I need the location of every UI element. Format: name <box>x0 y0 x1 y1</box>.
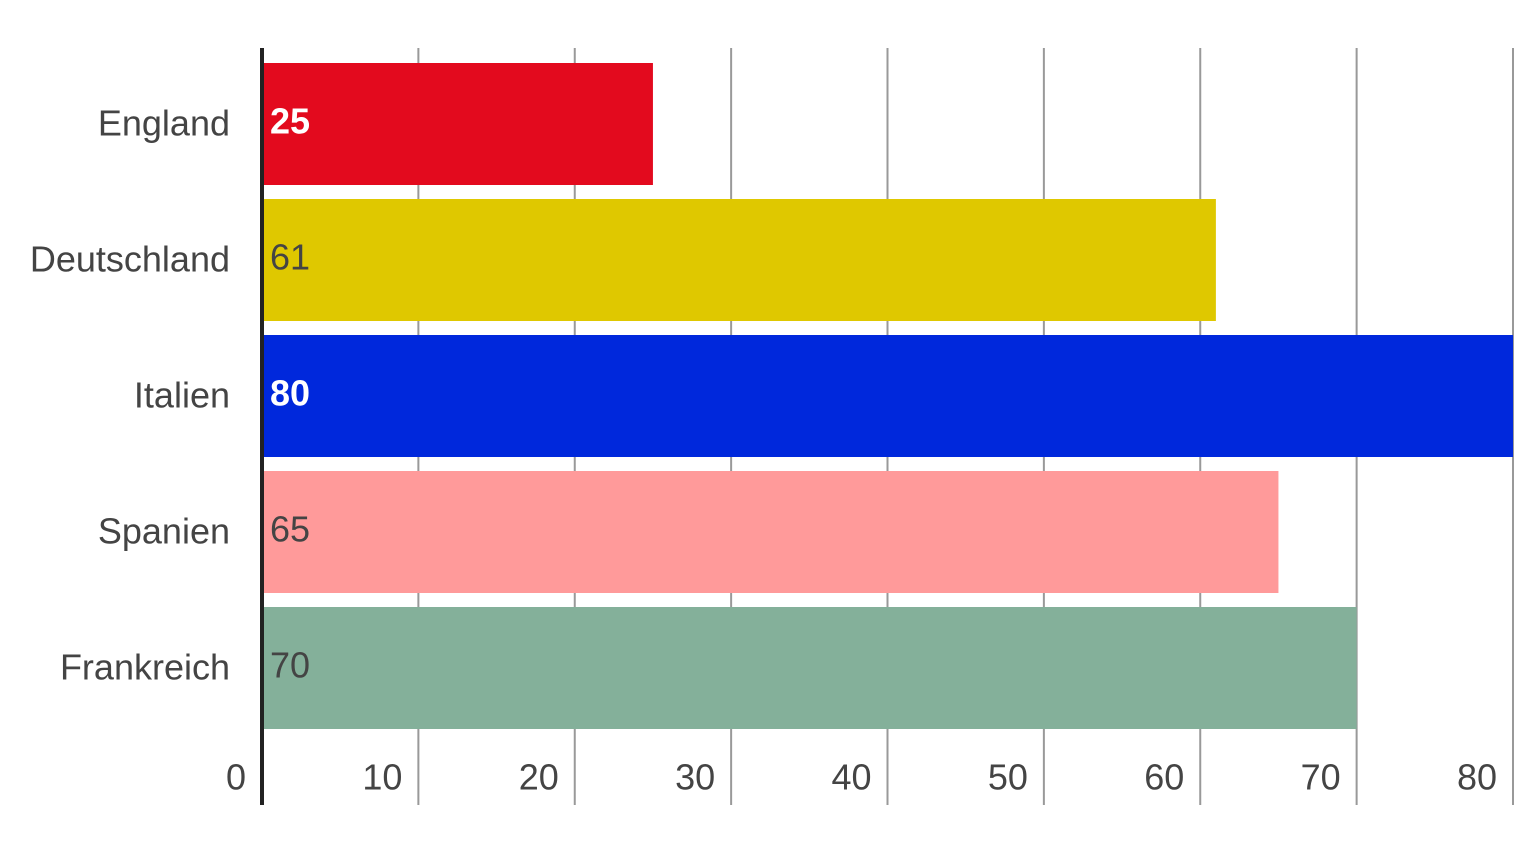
value-label: 65 <box>270 509 310 550</box>
x-tick-label: 50 <box>988 757 1028 798</box>
bar <box>262 471 1279 593</box>
bar <box>262 607 1357 729</box>
bar <box>262 199 1216 321</box>
x-tick-label: 10 <box>362 757 402 798</box>
y-tick-label: Spanien <box>98 511 230 552</box>
value-label: 80 <box>270 373 310 414</box>
y-tick-label: Italien <box>134 375 230 416</box>
bar <box>262 63 653 185</box>
y-tick-label: Frankreich <box>60 647 230 688</box>
x-tick-label: 30 <box>675 757 715 798</box>
y-tick-label: Deutschland <box>30 239 230 280</box>
x-tick-label: 60 <box>1144 757 1184 798</box>
y-tick-label: England <box>98 103 230 144</box>
x-tick-label: 0 <box>226 757 246 798</box>
x-tick-label: 20 <box>519 757 559 798</box>
bar <box>262 335 1513 457</box>
x-tick-label: 70 <box>1301 757 1341 798</box>
x-tick-label: 40 <box>831 757 871 798</box>
value-label: 25 <box>270 101 310 142</box>
value-label: 70 <box>270 645 310 686</box>
value-label: 61 <box>270 237 310 278</box>
x-tick-label: 80 <box>1457 757 1497 798</box>
